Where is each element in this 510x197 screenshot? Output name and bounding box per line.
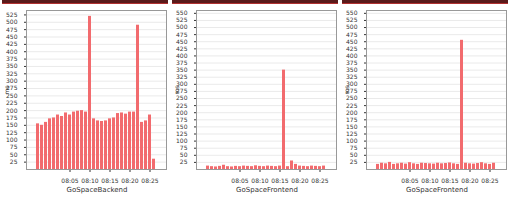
- svg-text:300: 300: [6, 77, 18, 84]
- svg-text:08:05: 08:05: [401, 177, 418, 184]
- svg-text:225: 225: [346, 102, 358, 109]
- svg-text:250: 250: [346, 94, 358, 101]
- svg-text:500: 500: [6, 18, 18, 25]
- svg-text:ms: ms: [173, 86, 180, 95]
- svg-text:475: 475: [6, 26, 18, 33]
- svg-text:150: 150: [346, 123, 358, 130]
- svg-text:08:25: 08:25: [481, 177, 498, 184]
- svg-text:50: 50: [10, 151, 18, 158]
- html-text:GoSpaceFrontend: GoSpaceFrontend: [236, 186, 298, 194]
- svg-text:08:20: 08:20: [121, 177, 138, 184]
- svg-text:250: 250: [6, 91, 18, 99]
- svg-text:225: 225: [6, 99, 18, 106]
- svg-text:08:15: 08:15: [101, 177, 118, 184]
- svg-text:450: 450: [346, 38, 358, 45]
- svg-text:ms: ms: [3, 86, 10, 95]
- svg-text:08:20: 08:20: [291, 177, 308, 184]
- svg-text:350: 350: [6, 62, 18, 69]
- svg-text:200: 200: [176, 109, 188, 116]
- svg-text:300: 300: [346, 80, 358, 88]
- svg-text:08:05: 08:05: [61, 177, 78, 184]
- svg-text:08:10: 08:10: [81, 177, 98, 184]
- svg-text:475: 475: [346, 31, 358, 38]
- svg-text:425: 425: [176, 45, 188, 52]
- svg-text:50: 50: [350, 151, 358, 158]
- svg-text:100: 100: [176, 137, 188, 144]
- svg-text:08:15: 08:15: [441, 177, 458, 184]
- svg-text:400: 400: [346, 52, 358, 59]
- svg-text:450: 450: [176, 38, 188, 45]
- svg-text:375: 375: [6, 55, 18, 62]
- svg-text:150: 150: [176, 123, 188, 130]
- svg-text:200: 200: [6, 107, 18, 114]
- svg-text:550: 550: [346, 9, 358, 16]
- svg-text:08:05: 08:05: [231, 177, 248, 184]
- svg-text:375: 375: [176, 59, 188, 66]
- svg-text:525: 525: [6, 11, 18, 18]
- svg-text:300: 300: [176, 80, 188, 88]
- svg-text:425: 425: [6, 40, 18, 47]
- svg-text:525: 525: [176, 16, 188, 23]
- svg-text:125: 125: [6, 129, 18, 136]
- svg-text:175: 175: [176, 116, 188, 123]
- svg-text:100: 100: [346, 137, 358, 144]
- svg-text:75: 75: [10, 143, 18, 150]
- svg-text:425: 425: [346, 45, 358, 52]
- svg-text:475: 475: [176, 31, 188, 38]
- svg-text:08:10: 08:10: [421, 177, 438, 184]
- svg-text:50: 50: [180, 151, 188, 158]
- svg-text:08:20: 08:20: [461, 177, 478, 184]
- svg-text:200: 200: [346, 109, 358, 116]
- svg-text:175: 175: [6, 114, 18, 121]
- svg-text:225: 225: [176, 102, 188, 109]
- svg-text:08:25: 08:25: [141, 177, 158, 184]
- html-text:GoSpaceFrontend: GoSpaceFrontend: [406, 186, 468, 194]
- svg-text:375: 375: [346, 59, 358, 66]
- svg-text:125: 125: [176, 130, 188, 137]
- svg-text:250: 250: [176, 94, 188, 101]
- svg-text:275: 275: [6, 84, 18, 92]
- svg-text:275: 275: [176, 87, 188, 95]
- svg-text:08:10: 08:10: [251, 177, 268, 184]
- svg-text:100: 100: [6, 136, 18, 143]
- svg-text:ms: ms: [343, 86, 350, 95]
- svg-text:500: 500: [176, 23, 188, 30]
- svg-text:175: 175: [346, 116, 358, 123]
- svg-text:350: 350: [346, 66, 358, 73]
- svg-text:525: 525: [346, 16, 358, 23]
- svg-text:450: 450: [6, 33, 18, 40]
- svg-text:75: 75: [350, 144, 358, 151]
- svg-text:25: 25: [180, 158, 188, 165]
- svg-text:325: 325: [346, 73, 358, 80]
- svg-text:25: 25: [10, 158, 18, 165]
- svg-text:325: 325: [6, 70, 18, 77]
- html-text:GoSpaceBackend: GoSpaceBackend: [66, 186, 128, 194]
- svg-text:350: 350: [176, 66, 188, 73]
- svg-text:08:25: 08:25: [311, 177, 328, 184]
- svg-text:550: 550: [176, 9, 188, 16]
- svg-text:400: 400: [6, 48, 18, 55]
- svg-text:150: 150: [6, 121, 18, 128]
- svg-text:25: 25: [350, 158, 358, 165]
- svg-text:08:15: 08:15: [271, 177, 288, 184]
- svg-text:275: 275: [346, 87, 358, 95]
- svg-text:75: 75: [180, 144, 188, 151]
- svg-text:500: 500: [346, 23, 358, 30]
- svg-text:325: 325: [176, 73, 188, 80]
- svg-text:400: 400: [176, 52, 188, 59]
- svg-text:125: 125: [346, 130, 358, 137]
